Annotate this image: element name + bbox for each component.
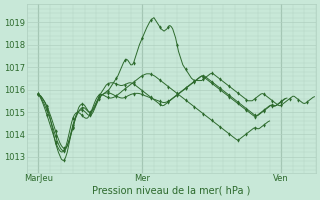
X-axis label: Pression niveau de la mer( hPa ): Pression niveau de la mer( hPa ) [92, 186, 251, 196]
